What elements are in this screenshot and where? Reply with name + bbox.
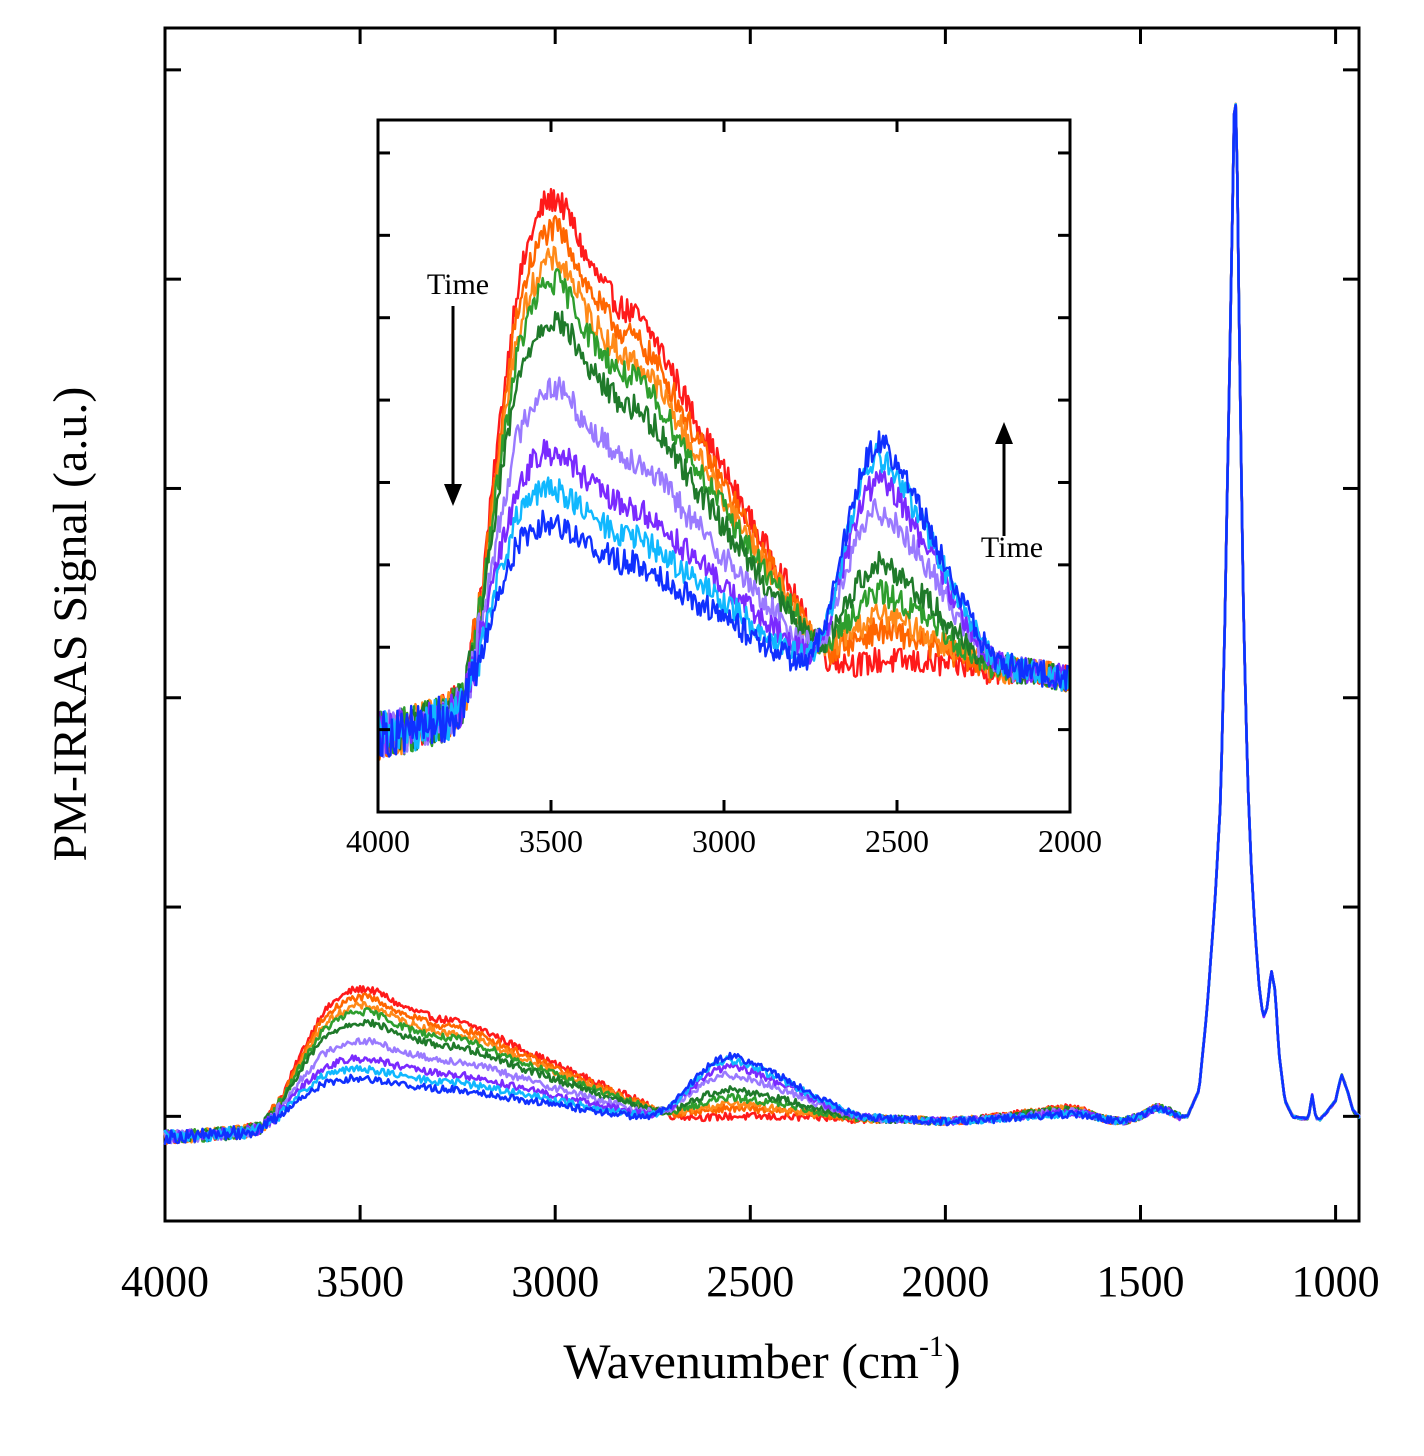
- inset-x-tick-label: 3000: [692, 823, 756, 859]
- inset-series-line-8: [376, 442, 1072, 753]
- x-axis-title: Wavenumber (cm-1): [563, 1330, 960, 1389]
- main-x-tick-labels: 4000 3500 3000 2500 2000 1500 1000: [121, 1257, 1380, 1306]
- inset-plot: 4000 3500 3000 2500 2000 Time Time: [346, 118, 1102, 859]
- main-plot: 4000 3500 3000 2500 2000 1500 1000 PM-IRRAS Si…: [44, 26, 1380, 1389]
- main-x-tick-label: 3500: [316, 1257, 404, 1306]
- up-arrow-icon: [995, 422, 1013, 536]
- inset-x-tick-label: 4000: [346, 823, 410, 859]
- main-x-tick-label: 3000: [511, 1257, 599, 1306]
- inset-series-line-5: [376, 310, 1072, 756]
- main-x-tick-label: 1000: [1292, 1257, 1380, 1306]
- inset-series-line-7: [376, 438, 1072, 755]
- inset-x-tick-label: 2500: [865, 823, 929, 859]
- time-label-left: Time: [427, 268, 489, 301]
- inset-annotations: Time Time: [427, 268, 1043, 564]
- main-ticks: [163, 28, 1359, 1221]
- main-plot-frame: [163, 26, 1361, 1223]
- inset-series-line-4: [376, 268, 1072, 755]
- x-axis-title-end: ): [944, 1333, 961, 1389]
- inset-series-line-9: [376, 430, 1072, 761]
- main-x-tick-label: 2500: [706, 1257, 794, 1306]
- y-axis-title: PM-IRRAS Signal (a.u.): [44, 387, 97, 862]
- inset-series-line-6: [376, 376, 1072, 759]
- inset-x-tick-label: 3500: [519, 823, 583, 859]
- main-x-tick-label: 1500: [1096, 1257, 1184, 1306]
- main-series-line-9: [163, 104, 1361, 1145]
- inset-ticks: [376, 120, 1072, 812]
- inset-x-tick-labels: 4000 3500 3000 2500 2000: [346, 823, 1102, 859]
- main-series-group: [163, 102, 1361, 1145]
- time-label-right: Time: [981, 531, 1043, 564]
- x-axis-title-superscript: -1: [919, 1330, 944, 1363]
- inset-x-tick-label: 2000: [1038, 823, 1102, 859]
- inset-series-group: [376, 187, 1072, 761]
- x-axis-title-main: Wavenumber (cm: [563, 1333, 919, 1389]
- main-x-tick-label: 4000: [121, 1257, 209, 1306]
- main-x-tick-label: 2000: [901, 1257, 989, 1306]
- down-arrow-icon: [444, 306, 462, 506]
